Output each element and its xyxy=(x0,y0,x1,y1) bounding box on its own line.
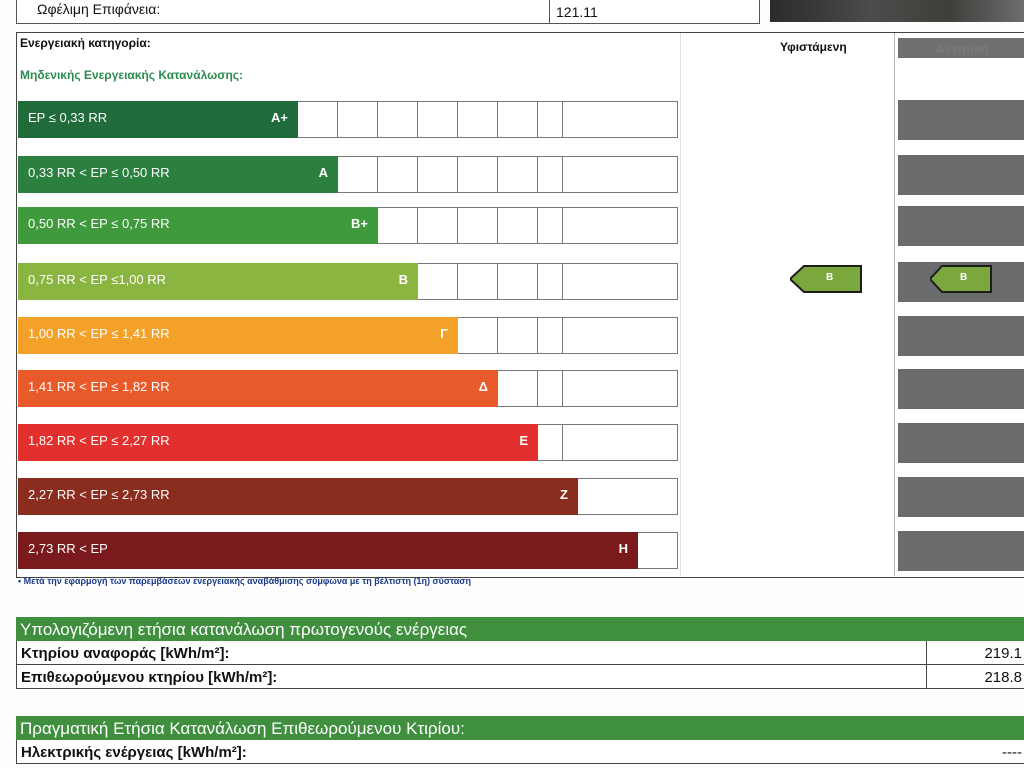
useful-area-label: Ωφέλιμη Επιφάνεια: xyxy=(37,1,161,17)
primary-energy-section: Υπολογιζόμενη ετήσια κατανάλωση πρωτογεν… xyxy=(16,617,1024,689)
inspected-building-value: 218.8 xyxy=(926,665,1024,688)
energy-class-bar: 2,73 RR < EP H xyxy=(18,532,638,569)
energy-class-bar: 1,82 RR < EP ≤ 2,27 RR E xyxy=(18,424,538,461)
energy-class-letter: Γ xyxy=(440,326,448,341)
energy-class-empty-cells xyxy=(498,370,678,407)
energy-class-letter: A+ xyxy=(271,110,288,125)
energy-class-bar: 2,27 RR < EP ≤ 2,73 RR Z xyxy=(18,478,578,515)
column-divider xyxy=(894,33,895,576)
inspected-building-label: Επιθεωρούμενου κτηρίου [kWh/m²]: xyxy=(21,669,278,686)
energy-class-empty-cells xyxy=(338,156,678,193)
energy-class-empty-cells xyxy=(418,263,678,300)
energy-class-empty-cells xyxy=(298,101,678,138)
energy-class-row: 0,75 RR < EP ≤1,00 RR B xyxy=(18,263,678,300)
existing-rating-letter: B xyxy=(826,272,834,283)
potential-cell xyxy=(898,100,1024,140)
reference-building-value: 219.1 xyxy=(926,641,1024,664)
potential-cell xyxy=(898,423,1024,463)
energy-class-range: EP ≤ 0,33 RR xyxy=(28,110,108,125)
energy-class-bar: 1,41 RR < EP ≤ 1,82 RR Δ xyxy=(18,370,498,407)
energy-class-range: 1,00 RR < EP ≤ 1,41 RR xyxy=(28,326,170,341)
arrow-left-icon xyxy=(788,265,862,293)
energy-class-empty-cells xyxy=(458,317,678,354)
energy-class-row: 2,27 RR < EP ≤ 2,73 RR Z xyxy=(18,478,678,515)
energy-class-empty-cells xyxy=(538,424,678,461)
energy-class-empty-cells xyxy=(637,532,678,569)
primary-energy-heading: Υπολογιζόμενη ετήσια κατανάλωση πρωτογεν… xyxy=(16,617,1024,641)
potential-cell xyxy=(898,477,1024,517)
energy-class-range: 2,73 RR < EP xyxy=(28,541,108,556)
reference-building-label: Κτηρίου αναφοράς [kWh/m²]: xyxy=(21,645,230,662)
footnote: • Μετά την εφαρμογή των παρεμβάσεων ενερ… xyxy=(18,576,471,586)
column-divider xyxy=(680,33,681,576)
energy-class-row: 1,41 RR < EP ≤ 1,82 RR Δ xyxy=(18,370,678,407)
electric-energy-row: Ηλεκτρικής ενέργειας [kWh/m²]: ---- xyxy=(16,740,1024,764)
potential-cell xyxy=(898,206,1024,246)
energy-category-title: Ενεργειακή κατηγορία: xyxy=(20,36,151,50)
energy-class-letter: H xyxy=(618,541,628,556)
electric-energy-value: ---- xyxy=(1002,744,1022,761)
actual-consumption-heading: Πραγματική Ετήσια Κατανάλωση Επιθεωρούμε… xyxy=(16,716,1024,740)
inspected-building-row: Επιθεωρούμενου κτηρίου [kWh/m²]: 218.8 xyxy=(16,665,1024,689)
energy-class-row: 0,50 RR < EP ≤ 0,75 RR B+ xyxy=(18,207,678,244)
energy-class-bar: 0,50 RR < EP ≤ 0,75 RR B+ xyxy=(18,207,378,244)
electric-energy-label: Ηλεκτρικής ενέργειας [kWh/m²]: xyxy=(21,744,247,761)
energy-class-empty-cells xyxy=(577,478,678,515)
energy-class-letter: Z xyxy=(560,487,568,502)
existing-rating-badge: B xyxy=(788,265,862,293)
energy-class-row: EP ≤ 0,33 RR A+ xyxy=(18,101,678,138)
energy-class-letter: A xyxy=(318,165,328,180)
energy-class-row: 2,73 RR < EP H xyxy=(18,532,678,569)
energy-class-range: 1,41 RR < EP ≤ 1,82 RR xyxy=(28,379,170,394)
potential-rating-badge: B xyxy=(928,265,992,293)
energy-class-bar: 0,75 RR < EP ≤1,00 RR B xyxy=(18,263,418,300)
zero-consumption-label: Μηδενικής Ενεργειακής Κατανάλωσης: xyxy=(20,68,244,82)
building-photo xyxy=(770,0,1024,22)
energy-class-range: 0,50 RR < EP ≤ 0,75 RR xyxy=(28,216,170,231)
energy-class-row: 1,00 RR < EP ≤ 1,41 RR Γ xyxy=(18,317,678,354)
energy-class-bar: EP ≤ 0,33 RR A+ xyxy=(18,101,298,138)
energy-class-row: 0,33 RR < EP ≤ 0,50 RR A xyxy=(18,156,678,193)
potential-cell xyxy=(898,369,1024,409)
actual-consumption-section: Πραγματική Ετήσια Κατανάλωση Επιθεωρούμε… xyxy=(16,716,1024,764)
potential-cell xyxy=(898,316,1024,356)
potential-rating-letter: B xyxy=(960,272,968,283)
energy-class-bar: 1,00 RR < EP ≤ 1,41 RR Γ xyxy=(18,317,458,354)
potential-column-header: Δυνητική xyxy=(898,38,1024,58)
energy-class-range: 0,75 RR < EP ≤1,00 RR xyxy=(28,272,167,287)
energy-class-row: 1,82 RR < EP ≤ 2,27 RR E xyxy=(18,424,678,461)
energy-class-letter: B xyxy=(398,272,408,287)
energy-class-letter: E xyxy=(519,433,528,448)
useful-area-value: 121.11 xyxy=(549,0,759,23)
potential-cell xyxy=(898,531,1024,571)
reference-building-row: Κτηρίου αναφοράς [kWh/m²]: 219.1 xyxy=(16,641,1024,665)
energy-class-range: 0,33 RR < EP ≤ 0,50 RR xyxy=(28,165,170,180)
arrow-left-icon xyxy=(928,265,992,293)
energy-class-letter: B+ xyxy=(351,216,368,231)
energy-class-range: 1,82 RR < EP ≤ 2,27 RR xyxy=(28,433,170,448)
existing-column-header: Υφιστάμενη xyxy=(780,40,847,54)
energy-class-letter: Δ xyxy=(478,379,488,394)
energy-class-empty-cells xyxy=(378,207,678,244)
energy-class-range: 2,27 RR < EP ≤ 2,73 RR xyxy=(28,487,170,502)
energy-class-bar: 0,33 RR < EP ≤ 0,50 RR A xyxy=(18,156,338,193)
useful-area-row: Ωφέλιμη Επιφάνεια: 121.11 xyxy=(16,0,760,24)
potential-cell xyxy=(898,155,1024,195)
